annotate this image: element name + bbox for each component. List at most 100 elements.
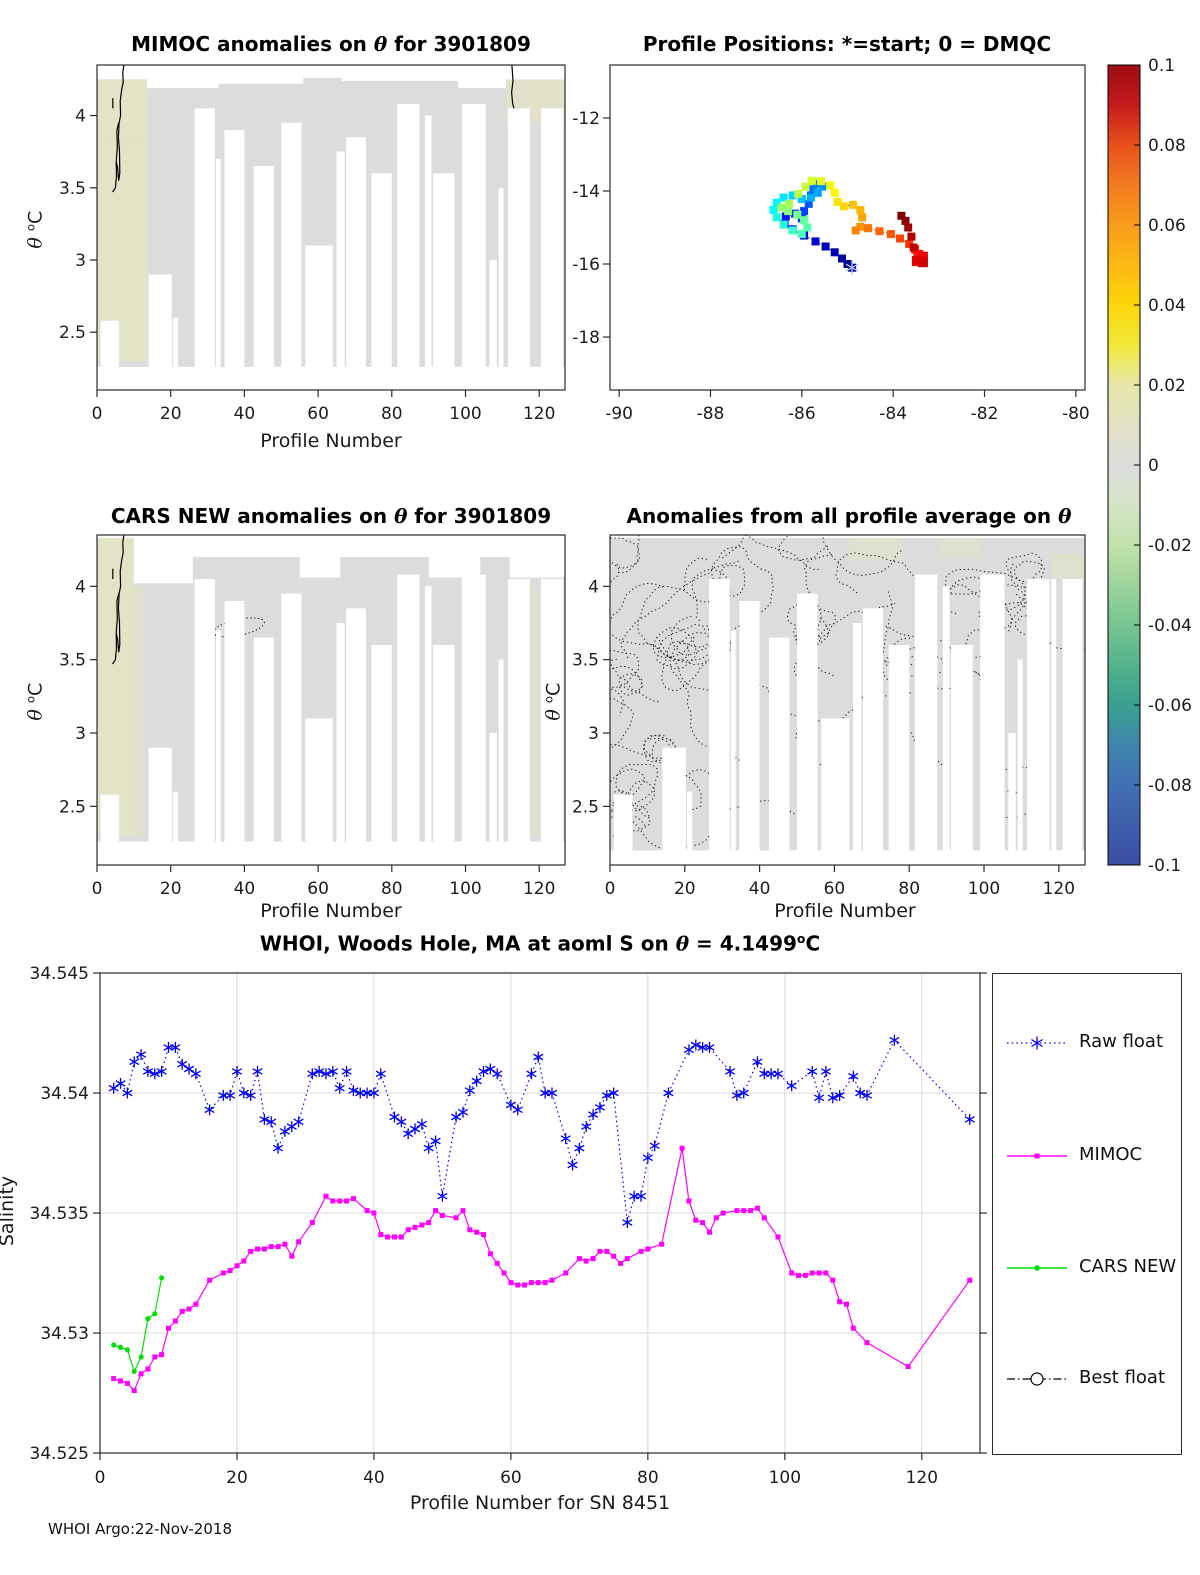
svg-text:3.5: 3.5 xyxy=(59,651,86,671)
svg-text:-0.08: -0.08 xyxy=(1148,776,1192,796)
svg-text:100: 100 xyxy=(769,1468,801,1488)
svg-text:2.5: 2.5 xyxy=(572,797,599,817)
svg-text:60: 60 xyxy=(307,879,329,899)
cars-new-line-sample xyxy=(1007,1265,1067,1271)
svg-text:-80: -80 xyxy=(1062,404,1090,424)
svg-text:0: 0 xyxy=(1148,456,1159,476)
svg-text:0.04: 0.04 xyxy=(1148,296,1186,316)
svg-text:20: 20 xyxy=(160,879,182,899)
panel-cars-plot: 0 20 40 60 80 100 120 2.5 3 3.5 4 xyxy=(37,525,577,969)
cars-new-series xyxy=(111,1275,165,1374)
svg-text:34.525: 34.525 xyxy=(30,1444,89,1464)
svg-text:3: 3 xyxy=(75,251,86,271)
square-marker-icon xyxy=(1034,1153,1040,1159)
circle-marker-icon xyxy=(1030,1372,1044,1386)
svg-text:34.535: 34.535 xyxy=(30,1204,89,1224)
svg-text:0: 0 xyxy=(92,404,103,424)
salinity-legend: Raw float MIMOC CARS NEW Best float xyxy=(992,973,1182,1455)
svg-text:-0.06: -0.06 xyxy=(1148,696,1192,716)
panel-positions-plot: -90 -88 -86 -84 -82 -80 -18 -16 -14 -12 xyxy=(557,55,1102,489)
anomaly-field xyxy=(97,65,565,390)
panel-positions-title: Profile Positions: *=start; 0 = DMQC xyxy=(642,32,1052,56)
svg-text:120: 120 xyxy=(906,1468,938,1488)
mimoc-line-sample xyxy=(1007,1153,1067,1159)
svg-text:60: 60 xyxy=(824,879,846,899)
footer-text: WHOI Argo:22-Nov-2018 xyxy=(48,1520,232,1538)
svg-text:-0.04: -0.04 xyxy=(1148,616,1192,636)
svg-text:40: 40 xyxy=(234,404,256,424)
salinity-ylabel: Salinity xyxy=(0,1175,18,1247)
svg-text:3: 3 xyxy=(75,724,86,744)
svg-text:-84: -84 xyxy=(879,404,907,424)
svg-text:-16: -16 xyxy=(572,255,600,275)
mimoc-xlabel: Profile Number xyxy=(260,430,402,452)
svg-text:-0.1: -0.1 xyxy=(1148,856,1181,876)
svg-text:40: 40 xyxy=(234,879,256,899)
panel-salinity-title: WHOI, Woods Hole, MA at aoml S on θ = 4.… xyxy=(259,931,821,956)
trajectory-markers xyxy=(769,176,928,272)
svg-text:3: 3 xyxy=(588,724,599,744)
svg-text:3.5: 3.5 xyxy=(59,179,86,199)
anomaly-colorbar: 0.1 0.08 0.06 0.04 0.02 0 -0.02 -0.04 -0.06 -0.08… xyxy=(1100,55,1200,889)
avg-ylabel: θ oC xyxy=(541,682,565,721)
svg-text:40: 40 xyxy=(363,1468,385,1488)
svg-text:20: 20 xyxy=(160,404,182,424)
svg-text:2.5: 2.5 xyxy=(59,797,86,817)
svg-text:20: 20 xyxy=(226,1468,248,1488)
svg-text:-88: -88 xyxy=(697,404,725,424)
legend-item-cars-new: CARS NEW xyxy=(993,1256,1181,1280)
svg-text:-86: -86 xyxy=(788,404,816,424)
svg-text:120: 120 xyxy=(523,404,555,424)
svg-text:20: 20 xyxy=(674,879,696,899)
svg-text:100: 100 xyxy=(449,404,481,424)
svg-text:0: 0 xyxy=(92,879,103,899)
svg-text:100: 100 xyxy=(968,879,1000,899)
raw-float-line-sample xyxy=(1007,1036,1067,1050)
svg-text:2.5: 2.5 xyxy=(59,323,86,343)
panel-mimoc-title: MIMOC anomalies on θ for 3901809 xyxy=(131,32,531,56)
panel-avg-plot: 0 20 40 60 80 100 120 2.5 3 3.5 4 xyxy=(557,525,1102,969)
avg-xlabel: Profile Number xyxy=(774,900,916,922)
raw-float-series xyxy=(108,1034,975,1229)
panel-salinity-plot: 0 20 40 60 80 100 120 34.525 34.53 34.535 34.54 34.… xyxy=(20,958,1020,1522)
anomaly-field xyxy=(610,535,1085,865)
svg-text:4: 4 xyxy=(588,577,599,597)
panel-cars-title: CARS NEW anomalies on θ for 3901809 xyxy=(110,504,552,528)
svg-text:0.06: 0.06 xyxy=(1148,216,1186,236)
svg-text:80: 80 xyxy=(381,879,403,899)
svg-text:-12: -12 xyxy=(572,109,600,129)
dot-marker-icon xyxy=(1034,1265,1040,1271)
svg-text:0.1: 0.1 xyxy=(1148,56,1175,76)
legend-item-mimoc: MIMOC xyxy=(993,1144,1181,1168)
svg-text:-14: -14 xyxy=(572,182,600,202)
panel-mimoc-plot: 0 20 40 60 80 100 120 2.5 3 3.5 4 xyxy=(37,55,577,489)
mimoc-ylabel: θ oC xyxy=(23,210,47,249)
svg-text:80: 80 xyxy=(637,1468,659,1488)
cars-ylabel: θ oC xyxy=(23,682,47,721)
svg-text:80: 80 xyxy=(898,879,920,899)
svg-text:100: 100 xyxy=(449,879,481,899)
legend-item-best-float: Best float xyxy=(993,1367,1181,1391)
svg-text:4: 4 xyxy=(75,577,86,597)
anomaly-field xyxy=(97,535,565,865)
svg-text:0.08: 0.08 xyxy=(1148,136,1186,156)
svg-text:-18: -18 xyxy=(572,328,600,348)
svg-text:34.545: 34.545 xyxy=(30,964,89,984)
svg-text:0.02: 0.02 xyxy=(1148,376,1186,396)
svg-text:40: 40 xyxy=(749,879,771,899)
panel-avg-title: Anomalies from all profile average on θ xyxy=(626,504,1072,528)
svg-text:80: 80 xyxy=(381,404,403,424)
svg-text:120: 120 xyxy=(523,879,555,899)
svg-text:60: 60 xyxy=(307,404,329,424)
svg-text:120: 120 xyxy=(1043,879,1075,899)
svg-text:60: 60 xyxy=(500,1468,522,1488)
cars-xlabel: Profile Number xyxy=(260,900,402,922)
svg-text:34.53: 34.53 xyxy=(40,1324,89,1344)
svg-text:0: 0 xyxy=(95,1468,106,1488)
legend-item-raw-float: Raw float xyxy=(993,1031,1181,1055)
svg-text:4: 4 xyxy=(75,107,86,127)
mimoc-series xyxy=(111,1145,973,1394)
svg-text:-90: -90 xyxy=(605,404,633,424)
svg-text:3.5: 3.5 xyxy=(572,651,599,671)
